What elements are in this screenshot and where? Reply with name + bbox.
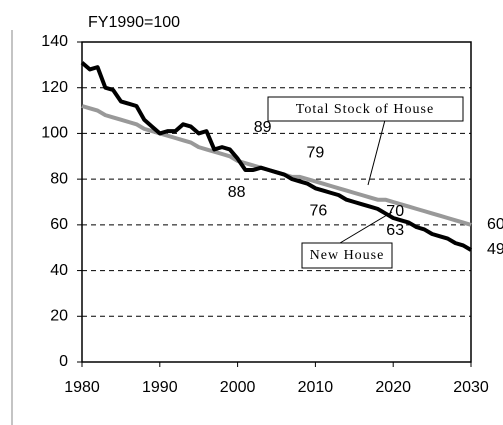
- callout-leader: [367, 119, 386, 186]
- legend-label: New House: [310, 248, 385, 263]
- legend-label: Total Stock of House: [296, 102, 434, 117]
- x-tick-label: 2020: [375, 379, 411, 396]
- legend-box: [267, 96, 464, 122]
- annotation: 63: [386, 222, 404, 239]
- x-tick-label: 1990: [142, 379, 178, 396]
- x-tick-label: 2000: [220, 379, 256, 396]
- series-line: [80, 61, 473, 252]
- y-tick-label: 100: [41, 125, 68, 142]
- y-tick-label: 40: [50, 262, 68, 279]
- series-line: [81, 104, 472, 227]
- annotation: 60: [487, 216, 503, 233]
- annotation: 49: [487, 241, 503, 258]
- x-tick-label: 2010: [298, 379, 334, 396]
- x-tick-label: 2030: [453, 379, 489, 396]
- callout-leader: [339, 211, 393, 244]
- annotation: 88: [228, 184, 246, 201]
- annotation: 89: [254, 119, 272, 136]
- annotation: 79: [307, 145, 325, 162]
- x-tick-label: 1980: [64, 379, 100, 396]
- y-tick-label: 0: [59, 353, 68, 370]
- y-tick-label: 20: [50, 308, 68, 325]
- chart-title: FY1990=100: [88, 14, 180, 31]
- y-tick-label: 60: [50, 216, 68, 233]
- legend-box: [301, 242, 393, 269]
- y-tick-label: 140: [41, 33, 68, 50]
- y-tick-label: 80: [50, 170, 68, 187]
- plot-area: [81, 41, 472, 363]
- annotation: 76: [310, 203, 328, 220]
- y-tick-label: 120: [41, 79, 68, 96]
- annotation: 70: [386, 203, 404, 220]
